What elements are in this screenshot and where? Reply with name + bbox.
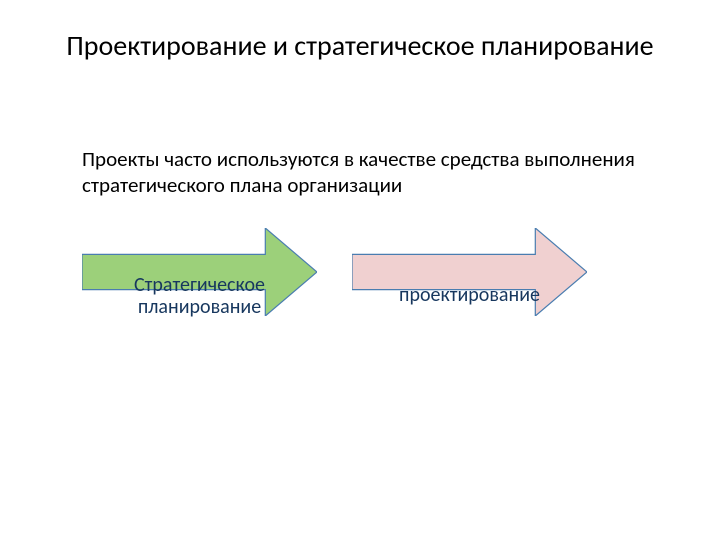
- slide: Проектирование и стратегическое планиров…: [0, 0, 720, 540]
- arrow-strategic-planning: Стратегическое планирование: [82, 228, 317, 316]
- arrow-label-line1: Стратегическое: [134, 273, 265, 297]
- slide-title: Проектирование и стратегическое планиров…: [0, 30, 720, 62]
- arrow-label-design: проектирование: [352, 284, 587, 306]
- arrow-label-line2: планирование: [138, 295, 261, 319]
- arrow-label-line1: проектирование: [399, 283, 540, 307]
- arrow-label-strategic-planning: Стратегическое планирование: [82, 274, 317, 318]
- body-text: Проекты часто используются в качестве ср…: [82, 146, 642, 199]
- arrow-design: проектирование: [352, 228, 587, 316]
